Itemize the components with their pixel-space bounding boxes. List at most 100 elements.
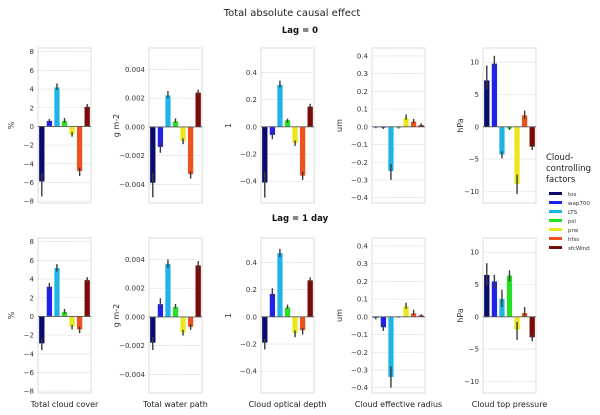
y-tick-label: −8	[24, 388, 34, 396]
y-tick-label: −0.3	[351, 366, 368, 374]
y-tick-label: 0.0	[246, 123, 257, 131]
y-tick-label: −0.4	[351, 194, 369, 202]
y-axis-label: 1	[224, 313, 233, 318]
y-tick-label: −5	[469, 156, 479, 164]
legend-swatch-hfss	[549, 237, 562, 240]
y-axis-label: um	[335, 119, 344, 132]
subplot-3-lag-0: 0.4 0.3 0.2 0.1 0.0 −0.1 −0.2 −0.3 −0.4 um	[335, 47, 426, 204]
y-axis-label: g m-2	[112, 304, 121, 327]
bar-LTS	[164, 95, 171, 128]
y-tick-label: −2	[24, 142, 34, 150]
y-tick-label: 0.3	[357, 70, 368, 78]
y-tick-label: −5	[469, 346, 479, 354]
x-axis-label: Cloud effective radius	[355, 400, 442, 409]
legend-label-tos: tos	[568, 192, 577, 198]
y-tick-label: 8	[30, 48, 34, 56]
y-tick-label: 0.2	[357, 88, 368, 96]
y-tick-label: −10	[464, 378, 479, 386]
y-tick-label: 4	[30, 86, 35, 94]
bar-sfcWind	[195, 265, 202, 318]
y-tick-label: −0.4	[351, 384, 369, 392]
legend-label-prw: prw	[568, 228, 579, 234]
y-tick-label: −0.1	[351, 141, 368, 149]
bar-hfss	[187, 126, 194, 175]
bar-psl	[506, 275, 513, 317]
x-axis-label: Cloud optical depth	[248, 400, 326, 409]
subplot-2-lag-0: 0.4 0.2 0.0 −0.2 −0.4 1	[224, 47, 315, 204]
bar-LTS	[164, 263, 171, 318]
x-axis-label: Cloud top pressure	[472, 400, 548, 409]
legend-title: Cloud-	[546, 153, 573, 163]
y-tick-label: 0.002	[125, 285, 145, 293]
y-tick-label: 0.004	[125, 256, 146, 264]
y-tick-label: −8	[24, 198, 34, 206]
y-axis-label: %	[7, 311, 16, 319]
y-axis-label: g m-2	[112, 114, 121, 137]
legend-swatch-psl	[549, 219, 562, 222]
subplot-1-lag-1: 0.004 0.002 0.000 −0.002 −0.004 g m-2 Total wa…	[112, 237, 208, 409]
y-tick-label: 6	[30, 257, 35, 265]
row-title-lag-0: Lag = 0	[282, 26, 318, 36]
y-tick-label: 0.4	[357, 242, 369, 250]
subplot-3-lag-1: 0.4 0.3 0.2 0.1 0.0 −0.1 −0.2 −0.3 −0.4 um Cloud e…	[335, 237, 442, 409]
y-tick-label: −0.002	[119, 342, 145, 350]
legend-label-hfss: hfss	[568, 237, 579, 243]
bar-LTS	[498, 126, 505, 155]
y-tick-label: 0.1	[357, 106, 368, 114]
y-tick-label: −0.004	[119, 371, 145, 379]
y-tick-label: 0.1	[357, 296, 368, 304]
legend-swatch-prw	[549, 228, 562, 231]
plot-frame	[482, 47, 537, 204]
legend-swatch-tos	[549, 192, 562, 195]
y-axis-label: hPa	[456, 118, 465, 133]
legend-swatch-sfcWind	[549, 246, 562, 249]
bar-LTS	[53, 267, 60, 317]
row-title-lag-1: Lag = 1 day	[272, 214, 329, 224]
bar-sfcWind	[307, 279, 314, 318]
y-tick-label: 0	[30, 123, 34, 131]
y-axis-label: um	[335, 309, 344, 322]
bar-wap700	[491, 63, 498, 127]
y-axis-label: hPa	[456, 308, 465, 323]
y-tick-label: −0.1	[351, 331, 368, 339]
y-tick-label: −2	[24, 332, 34, 340]
x-axis-label: Total water path	[142, 400, 208, 409]
y-tick-label: 0.4	[357, 52, 369, 60]
y-tick-label: −0.004	[119, 181, 145, 189]
y-tick-label: 0.2	[246, 96, 257, 104]
y-tick-label: 0.004	[125, 66, 146, 74]
bar-hfss	[76, 126, 83, 172]
bar-sfcWind	[307, 106, 314, 128]
y-tick-label: 5	[475, 281, 479, 289]
subplot-4-lag-0: 10 5 0 −5 −10 hPa	[456, 47, 537, 204]
y-tick-label: 5	[475, 91, 479, 99]
legend-label-sfcWind: sfcWind	[568, 246, 590, 252]
bar-wap700	[46, 286, 53, 317]
bar-LTS	[276, 252, 283, 318]
y-tick-label: −6	[24, 369, 35, 377]
y-tick-label: −4	[24, 350, 35, 358]
y-tick-label: 0.0	[246, 313, 257, 321]
bar-LTS	[53, 87, 60, 127]
chart-title: Total absolute causal effect	[223, 8, 361, 19]
y-tick-label: 0	[475, 313, 479, 321]
y-tick-label: −0.2	[240, 151, 257, 159]
y-tick-label: 0.4	[246, 69, 258, 77]
y-tick-label: −10	[464, 188, 479, 196]
y-tick-label: −0.2	[240, 341, 257, 349]
y-tick-label: 10	[470, 249, 479, 257]
y-tick-label: 2	[30, 104, 34, 112]
legend-label-psl: psl	[568, 219, 576, 225]
legend-swatch-LTS	[549, 210, 562, 213]
subplot-0-lag-1: 8 6 4 2 0 −2 −4 −6 −8% Total cloud cover	[7, 237, 99, 409]
y-tick-label: 0.2	[246, 286, 257, 294]
legend-label-wap700: wap700	[568, 201, 590, 207]
y-tick-label: 0	[30, 313, 34, 321]
subplot-1-lag-0: 0.004 0.002 0.000 −0.002 −0.004 g m-2	[112, 47, 203, 204]
bar-psl	[172, 306, 179, 318]
y-tick-label: −4	[24, 160, 35, 168]
x-axis-label: Total cloud cover	[30, 400, 99, 409]
subplot-2-lag-1: 0.4 0.2 0.0 −0.2 −0.4 1 Cloud optical depth	[224, 237, 327, 409]
